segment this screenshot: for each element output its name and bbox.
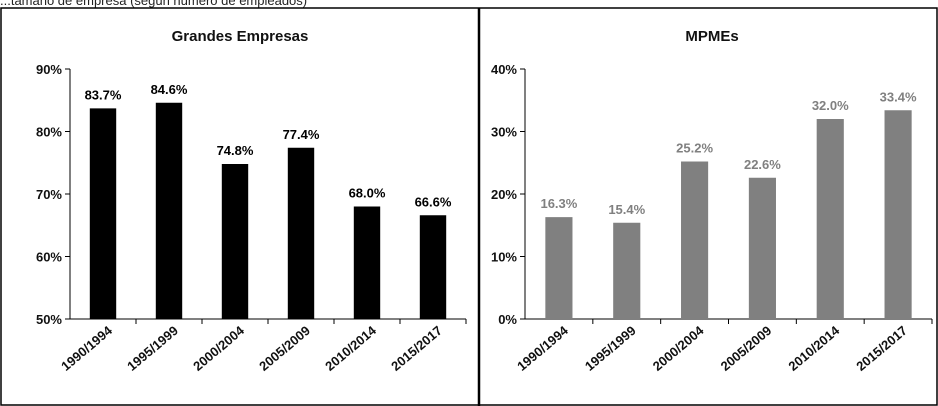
chart-title: Grandes Empresas: [172, 28, 309, 45]
bar: [613, 222, 641, 319]
panel-grandes-empresas: Grandes Empresas 50% 60% 70% 80% 90% 83.7% 199…: [36, 28, 467, 374]
y-tick-label: 20%: [491, 187, 517, 202]
data-label: 25.2%: [676, 141, 713, 156]
y-tick-label: 90%: [36, 62, 62, 77]
y-tick-label: 40%: [491, 62, 517, 77]
data-label: 77.4%: [283, 127, 320, 142]
chart-title: MPMEs: [685, 28, 738, 45]
x-tick-label: 1990/1994: [514, 322, 571, 373]
bar: [681, 161, 709, 319]
header-text: ...tamaño de empresa (según número de em…: [0, 0, 308, 8]
y-tick-label: 30%: [491, 125, 517, 140]
y-tick-label: 0%: [498, 312, 517, 327]
x-tick-label: 2005/2009: [718, 323, 775, 374]
x-tick-label: 2010/2014: [785, 322, 842, 373]
bar: [884, 110, 912, 319]
data-label: 68.0%: [349, 186, 386, 201]
x-tick-label: 1990/1994: [58, 322, 115, 373]
y-tick-label: 80%: [36, 125, 62, 140]
x-tick-label: 1995/1999: [124, 323, 181, 374]
x-tick-label: 1995/1999: [582, 323, 639, 374]
x-tick-label: 2015/2017: [853, 323, 910, 374]
data-label: 66.6%: [415, 194, 452, 209]
outer-frame: [0, 7, 938, 406]
bar: [221, 164, 249, 319]
x-tick-label: 2005/2009: [256, 323, 313, 374]
x-tick-label: 2015/2017: [388, 323, 445, 374]
data-label: 16.3%: [540, 196, 577, 211]
bar: [748, 177, 776, 319]
data-label: 32.0%: [812, 98, 849, 113]
x-tick-label: 2010/2014: [322, 322, 379, 373]
bar: [419, 215, 447, 319]
y-tick-label: 70%: [36, 187, 62, 202]
x-tick-label: 2000/2004: [190, 322, 247, 373]
data-label: 83.7%: [85, 87, 122, 102]
bar: [816, 119, 844, 319]
y-tick-label: 50%: [36, 312, 62, 327]
bar: [89, 108, 117, 319]
x-tick-label: 2000/2004: [650, 322, 707, 373]
panel-mpmes: MPMEs 0% 10% 20% 30% 40% 16.3% 1990/1994 15.4% 1…: [491, 28, 933, 374]
data-label: 84.6%: [151, 82, 188, 97]
data-label: 22.6%: [744, 157, 781, 172]
bar: [353, 206, 381, 319]
data-label: 15.4%: [608, 202, 645, 217]
y-tick-label: 10%: [491, 250, 517, 265]
data-label: 33.4%: [880, 89, 917, 104]
data-label: 74.8%: [217, 143, 254, 158]
y-tick-label: 60%: [36, 250, 62, 265]
bar: [545, 217, 573, 319]
bar: [287, 147, 315, 319]
bar: [155, 102, 183, 319]
